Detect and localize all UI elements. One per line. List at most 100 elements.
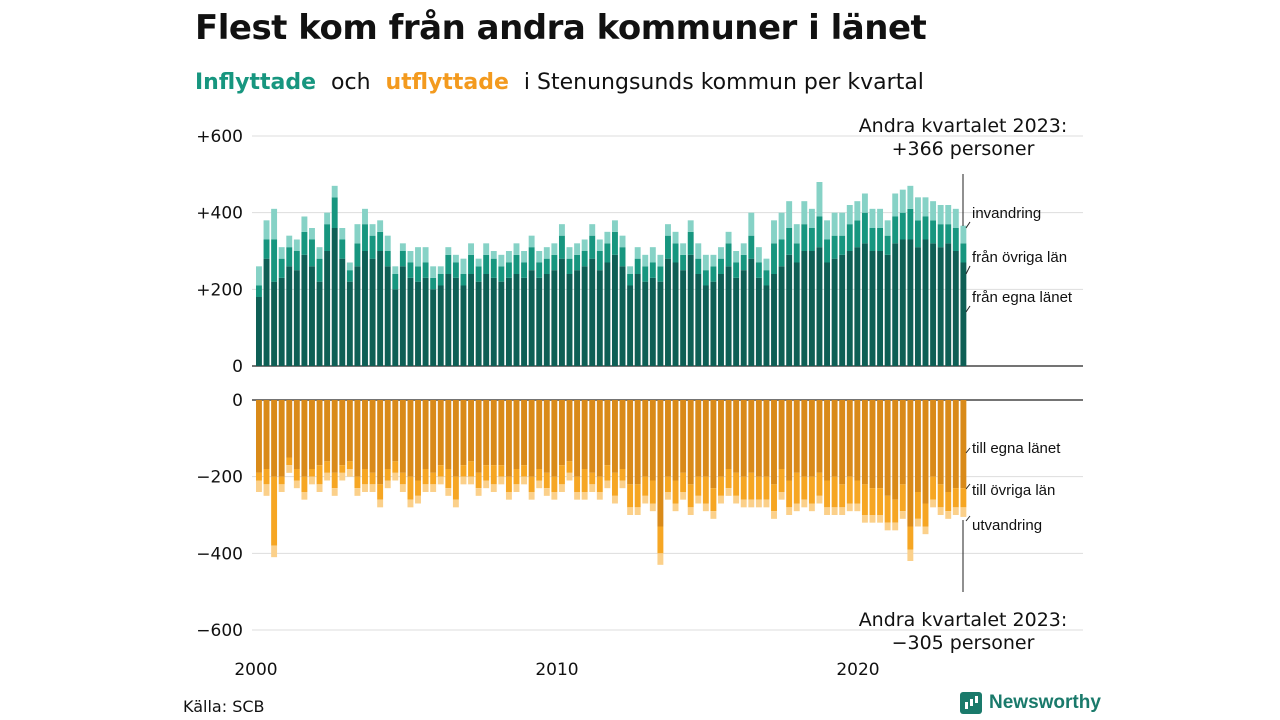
bar-out-ovriga-lan (589, 472, 596, 485)
bar-in-ovriga-lan (748, 235, 755, 259)
bar-out-utvandring (718, 495, 724, 504)
bar-out-egna-lanet (960, 400, 967, 489)
bar-in-invandring (483, 243, 490, 255)
bar-out-ovriga-lan (293, 469, 300, 481)
bar-out-egna-lanet (665, 400, 671, 477)
bar-in-egna-lanet (498, 281, 505, 366)
bar-in-egna-lanet (831, 258, 838, 366)
bar-in-invandring (596, 239, 603, 251)
bar-in-egna-lanet (566, 274, 573, 366)
bar-out-ovriga-lan (596, 476, 603, 492)
bar-out-ovriga-lan (437, 465, 444, 477)
bar-in-invandring (952, 208, 959, 228)
bar-in-ovriga-lan (369, 235, 376, 259)
bar-out-ovriga-lan (475, 472, 482, 489)
bar-out-utvandring (505, 492, 512, 500)
bar-out-utvandring (960, 507, 967, 517)
bar-in-ovriga-lan (604, 243, 611, 263)
bar-out-utvandring (619, 480, 626, 489)
bar-in-egna-lanet (430, 289, 437, 366)
bar-in-ovriga-lan (861, 212, 868, 244)
bar-in-egna-lanet (657, 281, 664, 366)
bar-in-egna-lanet (362, 251, 368, 366)
bar-out-ovriga-lan (687, 484, 694, 508)
bar-in-ovriga-lan (786, 228, 793, 255)
bar-in-invandring (884, 220, 891, 236)
bar-out-ovriga-lan (816, 472, 823, 496)
bar-in-ovriga-lan (354, 243, 361, 267)
bar-out-egna-lanet (771, 400, 777, 485)
bar-out-ovriga-lan (536, 469, 543, 481)
bar-in-ovriga-lan (892, 216, 899, 244)
bar-in-ovriga-lan (687, 231, 694, 255)
series-leader-top (965, 221, 971, 229)
bar-in-invandring (778, 212, 785, 240)
bar-in-ovriga-lan (377, 231, 384, 251)
bar-out-utvandring (945, 511, 952, 519)
bar-out-utvandring (437, 476, 444, 485)
bar-in-egna-lanet (490, 277, 497, 366)
bar-out-egna-lanet (452, 400, 459, 477)
bar-out-egna-lanet (301, 400, 308, 477)
bar-in-ovriga-lan (505, 262, 512, 278)
bar-in-egna-lanet (384, 266, 391, 366)
bar-in-egna-lanet (505, 277, 512, 366)
bar-out-utvandring (263, 484, 270, 496)
bar-in-ovriga-lan (384, 251, 391, 267)
bar-out-ovriga-lan (346, 461, 353, 469)
bar-out-utvandring (892, 522, 899, 531)
bar-in-ovriga-lan (771, 243, 777, 274)
bar-in-egna-lanet (346, 281, 353, 366)
bar-out-egna-lanet (763, 400, 770, 477)
annotation-top-line2: +366 personer (892, 138, 1035, 160)
bar-out-ovriga-lan (740, 476, 747, 500)
bar-out-egna-lanet (604, 400, 611, 466)
bar-out-utvandring (369, 484, 376, 492)
bar-out-ovriga-lan (846, 476, 853, 504)
bar-in-invandring (301, 216, 308, 232)
bar-in-egna-lanet (672, 262, 679, 366)
bar-out-utvandring (498, 476, 505, 485)
bar-out-ovriga-lan (771, 484, 777, 512)
bar-out-utvandring (445, 488, 452, 496)
bar-out-utvandring (566, 472, 573, 481)
bar-in-egna-lanet (392, 289, 399, 366)
bar-in-ovriga-lan (725, 243, 732, 267)
bar-in-invandring (733, 251, 740, 263)
bar-in-egna-lanet (369, 258, 376, 366)
bar-in-egna-lanet (445, 274, 452, 366)
bar-in-ovriga-lan (581, 251, 588, 267)
bar-in-invandring (263, 220, 270, 240)
bar-out-egna-lanet (339, 400, 346, 466)
bar-out-utvandring (657, 553, 664, 565)
bar-out-utvandring (399, 484, 406, 492)
bar-in-invandring (877, 208, 884, 228)
bar-out-utvandring (861, 515, 868, 523)
bar-out-egna-lanet (687, 400, 694, 485)
bar-in-invandring (793, 224, 800, 244)
subtitle-inflyttade: Inflyttade (195, 70, 317, 95)
bar-out-ovriga-lan (551, 476, 558, 492)
bar-in-invandring (930, 201, 937, 221)
bar-out-ovriga-lan (952, 488, 959, 508)
bar-in-egna-lanet (884, 254, 891, 366)
bar-out-utvandring (884, 522, 891, 531)
bar-out-utvandring (763, 499, 770, 508)
bar-out-egna-lanet (422, 400, 429, 469)
bar-out-ovriga-lan (528, 476, 535, 492)
bar-in-ovriga-lan (649, 262, 656, 278)
bar-in-ovriga-lan (672, 243, 679, 263)
bar-in-egna-lanet (596, 270, 603, 366)
bar-in-ovriga-lan (324, 224, 331, 251)
bar-in-ovriga-lan (793, 243, 800, 263)
bar-in-egna-lanet (619, 266, 626, 366)
bar-in-egna-lanet (536, 277, 543, 366)
bar-out-egna-lanet (392, 400, 399, 462)
bar-out-ovriga-lan (619, 469, 626, 481)
x-tick-label: 2020 (836, 660, 879, 680)
bar-in-ovriga-lan (490, 258, 497, 278)
bar-out-utvandring (316, 484, 323, 492)
bar-in-ovriga-lan (831, 235, 838, 259)
bar-in-egna-lanet (339, 258, 346, 366)
bar-in-ovriga-lan (824, 239, 830, 263)
